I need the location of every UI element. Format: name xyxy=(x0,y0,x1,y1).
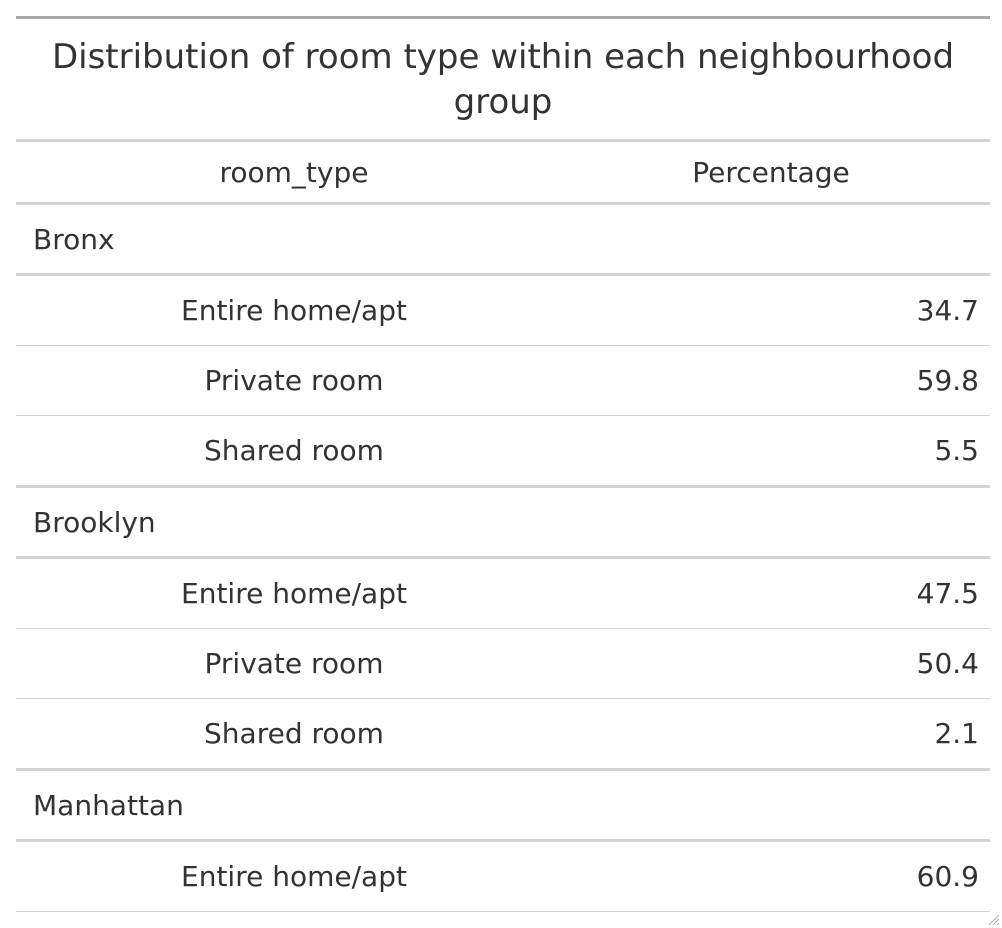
table-row: Shared room 5.5 xyxy=(16,416,990,488)
column-header-room-type: room_type xyxy=(219,155,369,189)
room-type-cell: Private room xyxy=(204,364,384,397)
percentage-cell: 47.5 xyxy=(916,577,979,610)
column-header-percentage: Percentage xyxy=(692,155,850,189)
percentage-cell: 34.7 xyxy=(916,294,979,327)
percentage-cell: 50.4 xyxy=(916,647,979,680)
room-type-cell: Shared room xyxy=(204,434,384,467)
room-type-cell: Entire home/apt xyxy=(181,577,407,610)
group-row-bronx: Bronx xyxy=(16,205,990,276)
table-title: Distribution of room type within each ne… xyxy=(16,19,990,142)
group-row-brooklyn: Brooklyn xyxy=(16,488,990,559)
table-row: Entire home/apt 47.5 xyxy=(16,559,990,629)
resize-handle-icon[interactable] xyxy=(986,912,1000,926)
table-row: Entire home/apt 34.7 xyxy=(16,276,990,346)
percentage-cell: 59.8 xyxy=(916,364,979,397)
column-header-row: room_type Percentage xyxy=(16,142,990,205)
room-type-cell: Entire home/apt xyxy=(181,860,407,893)
percentage-cell: 60.9 xyxy=(916,860,979,893)
group-row-manhattan: Manhattan xyxy=(16,771,990,842)
room-type-cell: Shared room xyxy=(204,717,384,750)
room-type-cell: Private room xyxy=(204,647,384,680)
room-type-cell: Entire home/apt xyxy=(181,294,407,327)
percentage-cell: 5.5 xyxy=(934,434,979,467)
percentage-cell: 2.1 xyxy=(934,717,979,750)
table-row: Private room 59.8 xyxy=(16,346,990,416)
summary-table: Distribution of room type within each ne… xyxy=(16,16,990,912)
table-top-border xyxy=(16,16,990,19)
table-row: Shared room 2.1 xyxy=(16,699,990,771)
table-row: Private room 50.4 xyxy=(16,629,990,699)
table-row: Entire home/apt 60.9 xyxy=(16,842,990,912)
